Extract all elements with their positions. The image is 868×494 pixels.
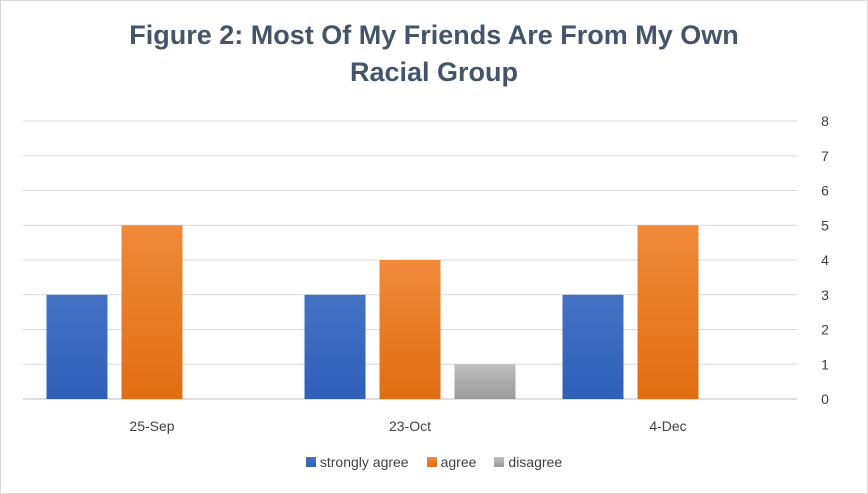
y-tick-label: 8 <box>821 113 829 129</box>
y-tick-label: 0 <box>821 391 829 407</box>
y-tick-label: 6 <box>821 183 829 199</box>
bar-agree-23-Oct <box>379 260 441 399</box>
legend-label: disagree <box>508 454 563 470</box>
bar-strongly-agree-4-Dec <box>562 294 624 399</box>
chart-title-line-1: Figure 2: Most Of My Friends Are From My… <box>129 20 739 50</box>
y-tick-label: 4 <box>821 252 829 268</box>
y-tick-label: 7 <box>821 148 829 164</box>
bar-series <box>46 225 699 399</box>
bar-agree-4-Dec <box>637 225 699 399</box>
chart-legend: strongly agree agree disagree <box>1 454 867 470</box>
legend-swatch <box>426 457 437 467</box>
legend-item-disagree: disagree <box>494 454 562 470</box>
bar-disagree-23-Oct <box>454 364 516 399</box>
y-tick-label: 1 <box>821 356 829 372</box>
legend-item-agree: agree <box>426 454 477 470</box>
axis-layer: 0 1 2 3 4 5 6 7 8 25-Sep 23-Oct 4-Dec <box>129 113 829 434</box>
x-tick-label: 4-Dec <box>649 418 686 434</box>
y-tick-label: 2 <box>821 322 829 338</box>
legend-swatch <box>305 457 316 467</box>
chart-title: Figure 2: Most Of My Friends Are From My… <box>1 17 867 91</box>
y-tick-label: 3 <box>821 287 829 303</box>
bar-agree-25-Sep <box>121 225 183 399</box>
legend-label: strongly agree <box>319 454 409 470</box>
legend-label: agree <box>440 454 477 470</box>
y-tick-label: 5 <box>821 217 829 233</box>
chart-title-line-2: Racial Group <box>349 57 519 87</box>
x-tick-label: 25-Sep <box>129 418 174 434</box>
legend-item-strongly-agree: strongly agree <box>305 454 409 470</box>
bar-strongly-agree-25-Sep <box>46 294 108 399</box>
bar-strongly-agree-23-Oct <box>304 294 366 399</box>
x-tick-label: 23-Oct <box>389 418 431 434</box>
legend-swatch <box>494 457 505 467</box>
